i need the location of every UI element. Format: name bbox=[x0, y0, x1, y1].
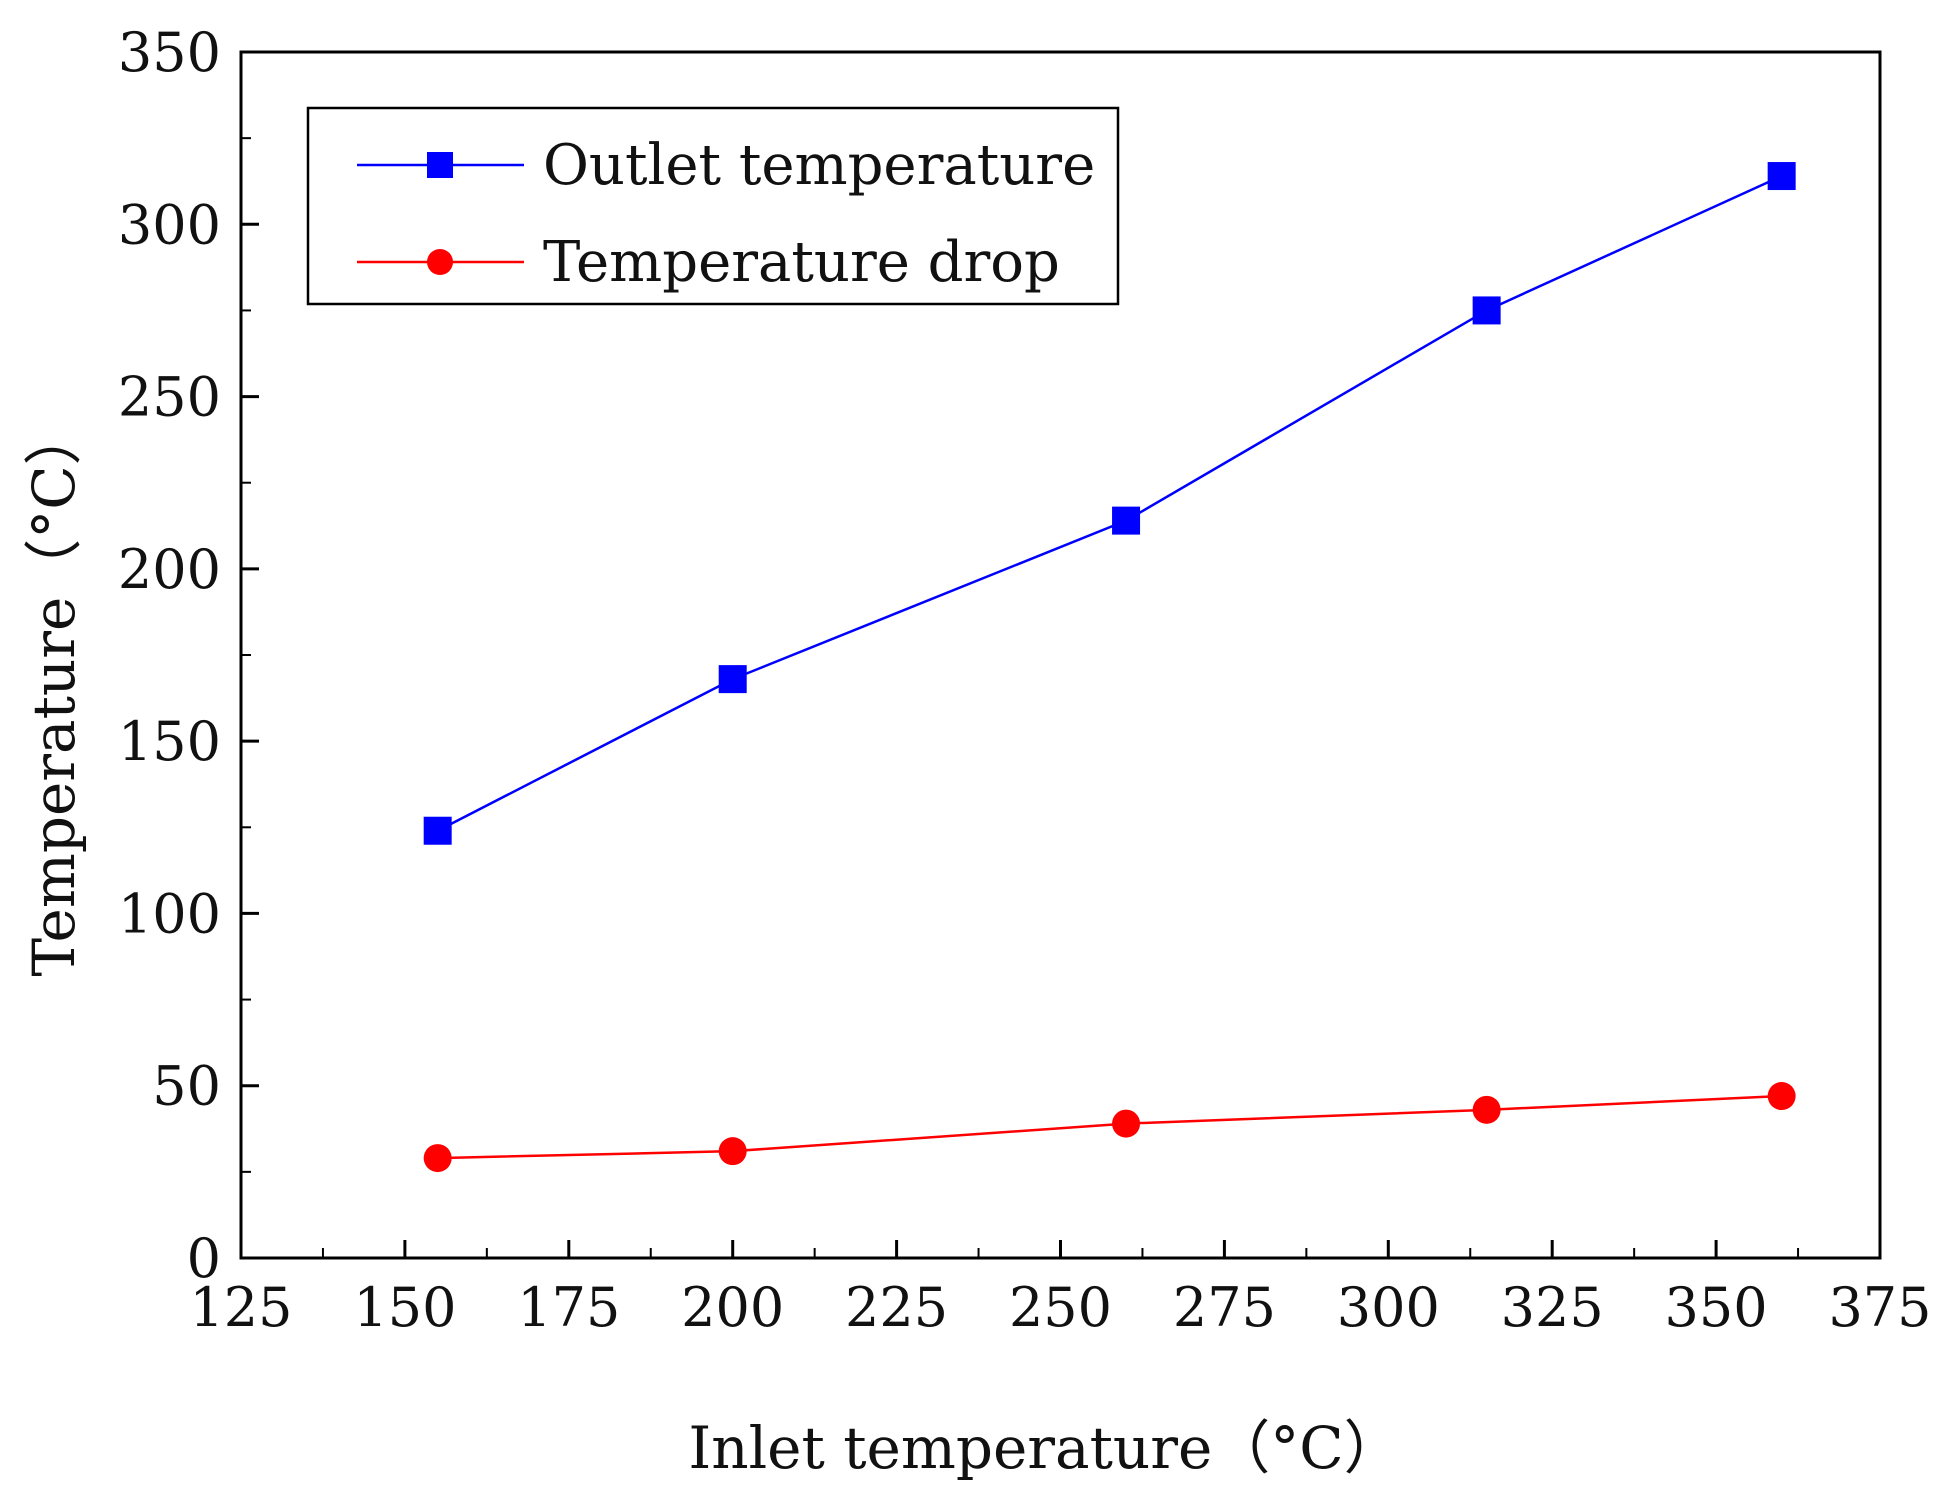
legend-marker-temperature-drop bbox=[427, 249, 453, 275]
y-tick-label: 150 bbox=[118, 710, 221, 773]
x-tick-label: 150 bbox=[353, 1276, 456, 1339]
x-tick-label: 200 bbox=[681, 1276, 784, 1339]
legend: Outlet temperature Temperature drop bbox=[306, 106, 1120, 306]
legend-label-outlet-temperature: Outlet temperature bbox=[543, 133, 1095, 198]
data-point-outlet-temperature bbox=[423, 816, 452, 845]
plot-frame bbox=[239, 50, 1882, 1260]
y-tick-label: 100 bbox=[118, 882, 221, 945]
x-tick-label: 225 bbox=[845, 1276, 948, 1339]
x-tick-label: 300 bbox=[1337, 1276, 1440, 1339]
legend-label-temperature-drop: Temperature drop bbox=[543, 230, 1060, 295]
x-axis-title: Inlet temperature（°C） bbox=[688, 1414, 1401, 1482]
data-point-temperature-drop bbox=[718, 1137, 747, 1166]
legend-marker-outlet-temperature bbox=[427, 152, 453, 178]
x-tick-label: 350 bbox=[1665, 1276, 1768, 1339]
data-point-outlet-temperature bbox=[1112, 506, 1141, 535]
y-tick-label: 50 bbox=[152, 1055, 221, 1118]
series-temperature-drop bbox=[423, 1082, 1796, 1173]
x-tick-label: 175 bbox=[517, 1276, 620, 1339]
data-point-temperature-drop bbox=[423, 1144, 452, 1173]
tick-labels: 125 150 175 200 225 250 275 300 325 350 375 0 50 100 1… bbox=[118, 21, 1932, 1339]
series-layer bbox=[423, 162, 1796, 1173]
x-tick-label: 275 bbox=[1173, 1276, 1276, 1339]
data-point-temperature-drop bbox=[1112, 1109, 1141, 1138]
y-axis-title: Temperature（°C） bbox=[20, 407, 88, 976]
y-tick-label: 0 bbox=[187, 1227, 221, 1290]
series-outlet-temperature bbox=[423, 162, 1796, 845]
data-point-outlet-temperature bbox=[1472, 296, 1501, 325]
y-tick-label: 350 bbox=[118, 21, 221, 84]
legend-item-outlet-temperature: Outlet temperature bbox=[357, 133, 1095, 198]
x-tick-label: 250 bbox=[1009, 1276, 1112, 1339]
data-point-temperature-drop bbox=[1767, 1082, 1796, 1111]
data-point-outlet-temperature bbox=[1767, 162, 1796, 191]
x-tick-label: 325 bbox=[1501, 1276, 1604, 1339]
data-point-temperature-drop bbox=[1472, 1095, 1501, 1124]
legend-item-temperature-drop: Temperature drop bbox=[357, 230, 1060, 295]
x-tick-label: 375 bbox=[1828, 1276, 1931, 1339]
series-line-temperature-drop bbox=[437, 1094, 1782, 1160]
y-tick-label: 200 bbox=[118, 538, 221, 601]
y-tick-label: 250 bbox=[118, 366, 221, 429]
data-point-outlet-temperature bbox=[718, 665, 747, 694]
x-tick-label: 125 bbox=[189, 1276, 292, 1339]
y-tick-label: 300 bbox=[118, 193, 221, 256]
